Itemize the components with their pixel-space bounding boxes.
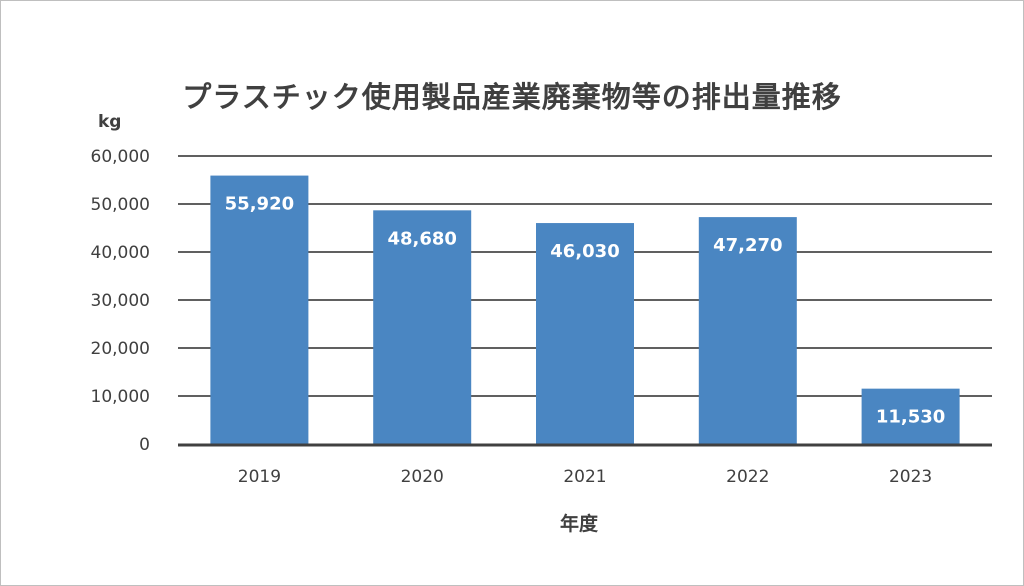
x-axis-label: 年度 (560, 513, 599, 535)
x-axis-ticks: 2019 2020 2021 2022 2023 (238, 467, 932, 487)
y-tick-label: 10,000 (91, 387, 150, 407)
data-label: 48,680 (387, 228, 456, 249)
data-label: 11,530 (876, 407, 945, 428)
data-label: 55,920 (225, 194, 294, 215)
x-tick-label: 2022 (726, 467, 769, 487)
chart-title: プラスチック使用製品産業廃棄物等の排出量推移 (182, 80, 842, 114)
y-axis-unit-label: kg (98, 112, 122, 132)
x-tick-label: 2020 (401, 467, 444, 487)
bars (210, 175, 960, 445)
y-axis-ticks: 0 10,000 20,000 30,000 40,000 50,000 60,000 (91, 147, 150, 455)
y-tick-label: 20,000 (91, 339, 150, 359)
bar (861, 388, 960, 444)
bar (698, 217, 797, 444)
bar (210, 175, 309, 445)
x-tick-label: 2021 (563, 467, 606, 487)
bar (536, 223, 634, 444)
y-tick-label: 30,000 (91, 291, 150, 311)
data-label: 46,030 (550, 241, 619, 262)
y-tick-label: 50,000 (91, 195, 150, 215)
data-labels: 55,920 48,680 46,030 47,270 11,530 (225, 194, 946, 428)
y-tick-label: 40,000 (91, 243, 150, 263)
bar (373, 210, 472, 444)
data-label: 47,270 (713, 235, 782, 256)
y-tick-label: 60,000 (91, 147, 150, 167)
x-tick-label: 2023 (889, 467, 932, 487)
y-tick-label: 0 (139, 435, 150, 455)
x-tick-label: 2019 (238, 467, 281, 487)
